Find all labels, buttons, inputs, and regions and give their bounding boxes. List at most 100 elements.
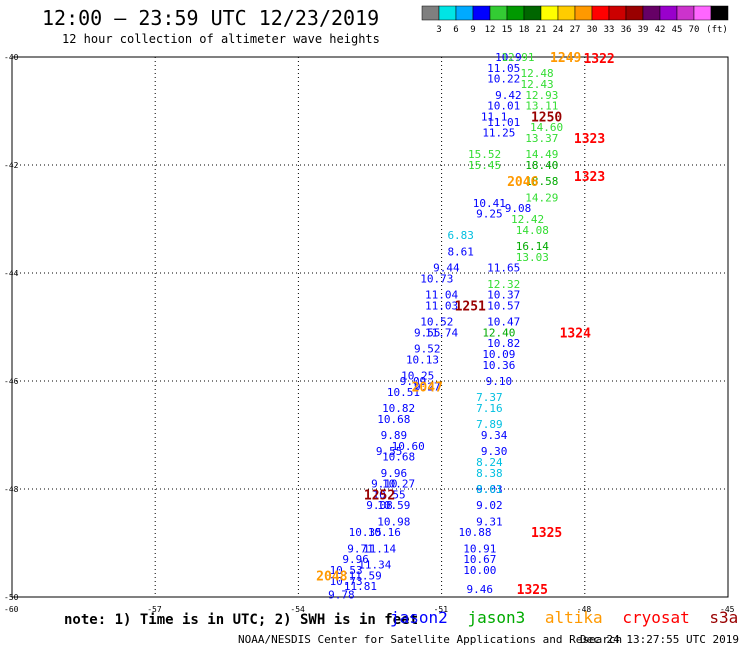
swh-point: 9.10 (486, 375, 513, 388)
colorbar-swatch (693, 5, 712, 21)
swh-point: 10.37 (487, 289, 520, 302)
colorbar-label: 21 (536, 25, 547, 35)
swh-point: 7.16 (476, 402, 503, 415)
swh-point: 10.13 (406, 353, 439, 366)
swh-point: 10.51 (387, 386, 420, 399)
swh-point: 14.49 (525, 148, 558, 161)
swh-point: 11.81 (344, 580, 377, 593)
chart-title: 12:00 – 23:59 UTC 12/23/2019 (42, 6, 380, 30)
swh-point: 11.65 (487, 262, 520, 275)
colorbar-swatch (421, 5, 440, 21)
colorbar-label: 15 (502, 25, 513, 35)
colorbar-swatch (523, 5, 542, 21)
colorbar-swatch (557, 5, 576, 21)
legend-s3a: s3a (709, 608, 739, 627)
legend-cryosat: cryosat (622, 608, 690, 627)
track-label: 2048 (316, 569, 347, 584)
swh-point: 10.68 (382, 451, 415, 464)
swh-point: 11.05 (487, 62, 520, 75)
swh-point: 10.00 (463, 564, 496, 577)
track-labels: 1249 1322 1250 1323 1323 2046 1251 1324 2047 1252… (316, 51, 615, 598)
colorbar-swatch (625, 5, 644, 21)
colorbar-label: 30 (587, 25, 598, 35)
track-label: 1325 (531, 526, 562, 541)
colorbar-label: 70 (689, 25, 700, 35)
swh-point: 18.40 (525, 159, 558, 172)
swh-point: 10.73 (420, 272, 453, 285)
swh-point: 10.47 (487, 316, 520, 329)
x-tick-label: -51 (434, 605, 449, 614)
colorbar-label: 45 (672, 25, 683, 35)
swh-point: 10.67 (463, 553, 496, 566)
swh-point: 10.22 (487, 73, 520, 86)
y-tick-label: -50 (4, 593, 19, 602)
colorbar: 3 6 9 12 15 18 21 24 27 30 33 36 39 42 45 70 (ft) (421, 5, 729, 35)
swh-point: 12.42 (511, 213, 544, 226)
colorbar-swatch (659, 5, 678, 21)
colorbar-swatch (710, 5, 729, 21)
swh-point: 12.93 (525, 89, 558, 102)
colorbar-unit: (ft) (706, 25, 728, 35)
swh-point: 11.1 (481, 110, 508, 123)
colorbar-swatch (455, 5, 474, 21)
swh-point: 10.82 (487, 337, 520, 350)
colorbar-swatch (540, 5, 559, 21)
swh-point: 9.55 (414, 326, 441, 339)
y-tick-label: -44 (4, 269, 19, 278)
satellite-legend: jason2 jason3 altika cryosat s3a (390, 608, 740, 627)
swh-point: 10.68 (377, 413, 410, 426)
colorbar-swatch (574, 5, 593, 21)
swh-point: 9.27 (414, 380, 441, 393)
colorbar-swatch (506, 5, 525, 21)
swh-point: 14.08 (516, 224, 549, 237)
colorbar-label: 18 (519, 25, 530, 35)
chart-subtitle: 12 hour collection of altimeter wave hei… (62, 32, 380, 46)
swh-point: 10.98 (377, 515, 410, 528)
plot-frame (11, 56, 729, 598)
swh-point: 9.30 (481, 445, 508, 458)
track-label: 1252 (364, 488, 395, 503)
swh-point: 11.59 (349, 569, 382, 582)
credit-text: NOAA/NESDIS Center for Satellite Applica… (238, 633, 623, 646)
swh-point: 10.35 (349, 526, 382, 539)
legend-altika: altika (544, 608, 603, 627)
colorbar-label: 12 (485, 25, 496, 35)
swh-point: 9.08 (505, 202, 532, 215)
swh-point: 10.41 (473, 197, 506, 210)
swh-point: 9.55 (376, 445, 403, 458)
swh-point: 9.89 (381, 429, 408, 442)
swh-point: 10.91 (463, 542, 496, 555)
swh-point: 18.58 (525, 175, 558, 188)
swh-point: 9.03 (476, 483, 503, 496)
swh-point: 14.29 (525, 191, 558, 204)
x-tick-label: -60 (4, 605, 19, 614)
swh-point: 10.01 (487, 100, 520, 113)
swh-point: 9.42 (495, 89, 522, 102)
swh-point: 11.01 (487, 116, 520, 129)
swh-point: 8.38 (476, 467, 503, 480)
colorbar-label: 3 (436, 25, 441, 35)
swh-point: 15.52 (468, 148, 501, 161)
y-tick-label: -42 (4, 161, 19, 170)
swh-point: 13.11 (525, 100, 558, 113)
swh-point: 10.57 (487, 299, 520, 312)
swh-point: 7.89 (476, 418, 503, 431)
grid (12, 57, 728, 597)
swh-point: 10.27 (382, 478, 415, 491)
swh-point: 9.34 (481, 429, 508, 442)
swh-point: 9.71 (347, 542, 374, 555)
timestamp-text: Dec 24 13:27:55 UTC 2019 (580, 633, 739, 646)
swh-point: 10.59 (377, 499, 410, 512)
swh-point: 9.09 (400, 375, 427, 388)
swh-point: 9.31 (476, 515, 503, 528)
swh-point: 10.25 (401, 370, 434, 383)
track-label: 1325 (517, 583, 548, 598)
swh-point: 9.02 (476, 499, 503, 512)
swh-point: 12.43 (521, 78, 554, 91)
swh-point: 10.52 (420, 316, 453, 329)
colorbar-swatch (676, 5, 695, 21)
track-label: 1322 (583, 52, 614, 67)
x-tick-label: -57 (147, 605, 162, 614)
